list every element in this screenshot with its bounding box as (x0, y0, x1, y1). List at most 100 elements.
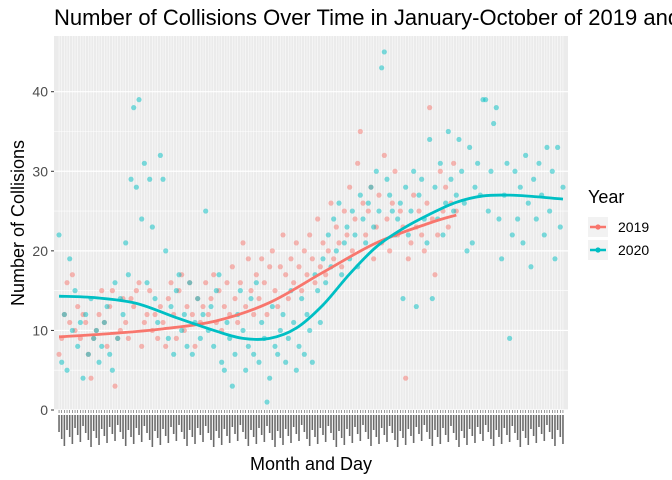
point-2019 (421, 248, 427, 254)
point-2019 (147, 288, 153, 294)
point-2019 (307, 232, 313, 238)
point-2020 (520, 240, 526, 246)
chart-title: Number of Collisions Over Time in Januar… (54, 5, 672, 30)
point-2020 (243, 367, 249, 373)
point-2020 (512, 168, 518, 174)
point-2019 (56, 351, 62, 357)
point-2020 (91, 335, 97, 341)
point-2020 (456, 136, 462, 143)
point-2019 (112, 383, 118, 389)
point-2019 (128, 295, 134, 302)
point-2020 (552, 256, 558, 262)
point-2020 (171, 351, 177, 357)
point-2020 (165, 335, 171, 341)
point-2020 (453, 192, 459, 198)
point-2020 (267, 375, 273, 381)
point-2019 (243, 303, 249, 310)
point-2019 (133, 288, 139, 294)
point-2020 (491, 120, 497, 127)
point-2020 (83, 311, 89, 318)
point-2020 (152, 295, 158, 302)
point-2019 (272, 288, 278, 294)
point-2019 (325, 248, 331, 254)
legend: Year 2019 2020 (588, 187, 649, 260)
point-2020 (179, 327, 185, 334)
point-2020 (115, 335, 121, 341)
point-2020 (85, 351, 91, 357)
point-2020 (317, 319, 323, 326)
point-2020 (472, 184, 478, 190)
legend-items: 2019 2020 (588, 217, 649, 260)
point-2019 (139, 343, 145, 349)
point-2020 (483, 97, 489, 103)
point-2020 (517, 184, 523, 190)
point-2020 (360, 216, 366, 222)
point-2019 (136, 280, 142, 286)
point-2020 (187, 280, 193, 286)
point-2020 (251, 351, 257, 357)
point-2020 (533, 216, 539, 222)
point-2020 (368, 184, 374, 190)
point-2020 (248, 295, 254, 302)
point-2020 (253, 280, 259, 286)
legend-title: Year (588, 187, 624, 207)
point-2019 (253, 272, 259, 278)
point-2020 (128, 176, 134, 182)
point-2020 (123, 240, 129, 246)
point-2020 (67, 256, 73, 262)
point-2019 (189, 311, 195, 318)
point-2020 (459, 168, 465, 174)
point-2019 (405, 256, 411, 262)
point-2020 (157, 152, 163, 158)
point-2020 (69, 327, 75, 334)
point-2019 (408, 240, 414, 246)
point-2019 (403, 375, 409, 381)
point-2019 (384, 216, 390, 222)
point-2020 (499, 256, 505, 262)
point-2020 (493, 105, 499, 111)
point-2019 (192, 343, 198, 349)
point-2019 (203, 280, 209, 286)
point-2020 (555, 144, 561, 151)
y-axis: 0 10 20 30 40 (32, 84, 54, 418)
point-2020 (277, 327, 283, 334)
point-2019 (445, 224, 451, 230)
point-2020 (125, 272, 131, 278)
point-2020 (80, 375, 86, 381)
point-2020 (176, 272, 182, 278)
point-2019 (355, 160, 361, 166)
point-2019 (365, 208, 371, 214)
point-2020 (547, 208, 553, 214)
point-2019 (347, 184, 353, 190)
point-2020 (323, 280, 329, 286)
point-2019 (75, 303, 81, 310)
point-2019 (296, 264, 302, 270)
point-2020 (200, 311, 206, 318)
point-2020 (365, 200, 371, 206)
points (56, 49, 566, 405)
point-2019 (237, 280, 243, 286)
point-2020 (184, 343, 190, 349)
point-2020 (195, 295, 201, 302)
point-2019 (371, 256, 377, 262)
point-2019 (232, 295, 238, 302)
point-2020 (107, 351, 113, 357)
point-2020 (229, 383, 235, 389)
point-2019 (285, 295, 291, 302)
point-2020 (432, 184, 438, 190)
point-2020 (485, 208, 491, 214)
point-2020 (163, 248, 169, 254)
point-2020 (461, 200, 467, 206)
point-2020 (496, 216, 502, 222)
point-2019 (261, 280, 267, 286)
point-2019 (240, 240, 246, 246)
point-2020 (120, 311, 126, 318)
point-2020 (389, 208, 395, 214)
point-2019 (168, 280, 174, 286)
point-2019 (173, 335, 179, 341)
point-2019 (443, 184, 449, 190)
point-2020 (344, 224, 350, 230)
point-2020 (387, 192, 393, 198)
point-2020 (349, 208, 355, 214)
